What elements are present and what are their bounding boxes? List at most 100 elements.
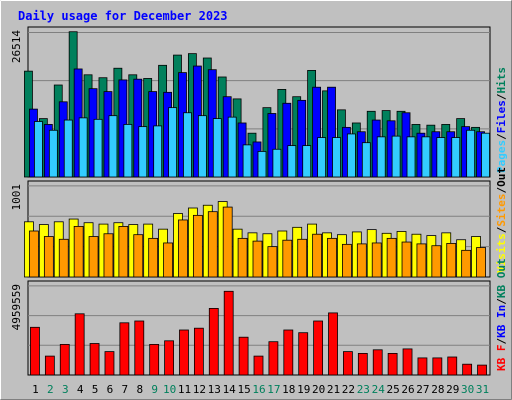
bar-pages-day-7	[123, 124, 133, 178]
bar-sites-day-12	[192, 214, 203, 278]
bar-pages-day-23	[361, 142, 371, 178]
bar-kb-f-day-11	[179, 329, 189, 376]
bar-pages-day-20	[317, 137, 327, 178]
bar-pages-day-13	[212, 118, 222, 178]
x-tick-label: 3	[62, 383, 69, 396]
bar-sites-day-24	[371, 242, 382, 278]
x-tick-label: 17	[267, 383, 280, 396]
bar-sites-day-17	[267, 246, 278, 278]
legend-entry: Files	[495, 100, 508, 133]
bar-sites-day-4	[73, 225, 84, 278]
bar-pages-day-11	[183, 112, 192, 178]
bar-files-day-17	[267, 113, 277, 178]
x-tick-label: 15	[237, 383, 250, 396]
legend-entry: Out	[495, 167, 508, 187]
x-tick-label: 19	[297, 383, 310, 396]
bar-pages-day-17	[272, 148, 282, 178]
bar-sites-day-18	[282, 239, 293, 278]
x-tick-label: 22	[342, 383, 355, 396]
x-tick-label: 27	[416, 383, 429, 396]
bar-kb-f-day-3	[59, 343, 70, 376]
bar-pages-day-26	[406, 136, 416, 178]
x-tick-label: 24	[372, 383, 386, 396]
x-tick-label: 9	[151, 383, 158, 396]
bar-sites-day-30	[461, 249, 472, 278]
x-tick-label: 2	[47, 383, 54, 396]
bar-kb-f-day-1	[30, 326, 40, 376]
x-axis-labels: 1 2 3 4 5 6 7 8 9 10 11 12 13 14 15 16 17 18 19 20 21 22 23 24 2…	[32, 383, 489, 396]
y-max-label: 4959559	[10, 284, 23, 330]
bar-pages-day-22	[347, 133, 356, 178]
bar-sites-day-29	[446, 243, 457, 278]
bar-kb-f-day-17	[268, 341, 279, 376]
bar-sites-day-6	[103, 233, 114, 278]
legend-entry: /	[495, 226, 508, 233]
legend-entry: Visits	[495, 233, 508, 273]
bar-sites-day-14	[222, 206, 233, 278]
x-tick-label: 4	[77, 383, 84, 396]
bar-sites-day-28	[431, 245, 442, 278]
bar-kb-f-day-31	[477, 364, 487, 376]
bar-sites-day-5	[88, 236, 99, 278]
x-tick-label: 6	[107, 383, 114, 396]
bar-sites-day-7	[118, 225, 129, 278]
bar-pages-day-6	[108, 115, 118, 178]
x-tick-label: 30	[461, 383, 474, 396]
bar-kb-f-day-4	[74, 313, 85, 376]
legend-entry: /	[495, 93, 508, 100]
bar-kb-f-day-5	[89, 343, 100, 376]
bar-kb-f-day-25	[387, 352, 398, 376]
bar-kb-f-day-23	[357, 352, 368, 376]
bar-files-day-21	[327, 86, 336, 178]
bar-kb-f-day-16	[253, 355, 264, 376]
bar-pages-day-3	[63, 119, 73, 178]
bar-pages-day-21	[332, 137, 341, 178]
bar-kb-f-day-29	[447, 356, 458, 376]
legend-panel-1: Pages/Files/Hits	[495, 67, 508, 173]
legend-entry: /	[495, 338, 508, 345]
bar-kb-f-day-13	[208, 307, 219, 376]
bar-kb-f-day-2	[44, 355, 55, 376]
bar-sites-day-9	[148, 237, 159, 278]
bar-kb-f-day-9	[149, 343, 160, 376]
y-max-label: 26514	[10, 30, 23, 63]
bar-sites-day-21	[327, 237, 337, 278]
bar-pages-day-4	[78, 117, 88, 178]
legend-entry: Sites	[495, 194, 508, 227]
x-tick-label: 20	[312, 383, 325, 396]
bar-sites-day-23	[356, 243, 367, 278]
bar-pages-day-16	[257, 151, 267, 178]
chart-title: Daily usage for December 2023	[18, 9, 228, 23]
x-tick-label: 18	[282, 383, 295, 396]
x-tick-label: 28	[431, 383, 444, 396]
bar-pages-day-27	[421, 136, 431, 178]
bar-pages-day-29	[451, 137, 461, 178]
bar-sites-day-8	[133, 234, 144, 278]
x-tick-label: 26	[401, 383, 414, 396]
legend-entry: Hits	[495, 67, 508, 94]
legend-entry: KB Out	[495, 258, 508, 298]
bar-kb-f-day-30	[462, 363, 473, 376]
bar-pages-day-19	[302, 145, 312, 178]
bar-sites-day-25	[386, 237, 397, 278]
legend-entry: KB In	[495, 305, 508, 338]
bar-kb-f-day-15	[238, 336, 249, 376]
bar-kb-f-day-21	[328, 312, 338, 376]
legend-panel-2: Visits/Sites/Out	[495, 167, 508, 273]
x-tick-label: 8	[136, 383, 143, 396]
bar-kb-f-day-8	[134, 320, 145, 376]
legend-panel-3: KB F/KB In/KB Out	[495, 258, 508, 371]
bar-sites-day-22	[342, 243, 352, 278]
chart-panels: 26514Pages/Files/Hits1001Visits/Sites/Ou…	[10, 26, 508, 376]
x-tick-label: 31	[476, 383, 489, 396]
bar-sites-day-27	[416, 243, 427, 278]
bar-files-day-19	[297, 99, 307, 178]
bar-pages-day-10	[168, 107, 177, 178]
bar-pages-day-2	[48, 129, 58, 178]
bar-sites-day-31	[476, 247, 486, 278]
legend-entry: KB F	[495, 345, 508, 372]
bar-sites-day-19	[297, 238, 308, 278]
x-tick-label: 14	[223, 383, 237, 396]
